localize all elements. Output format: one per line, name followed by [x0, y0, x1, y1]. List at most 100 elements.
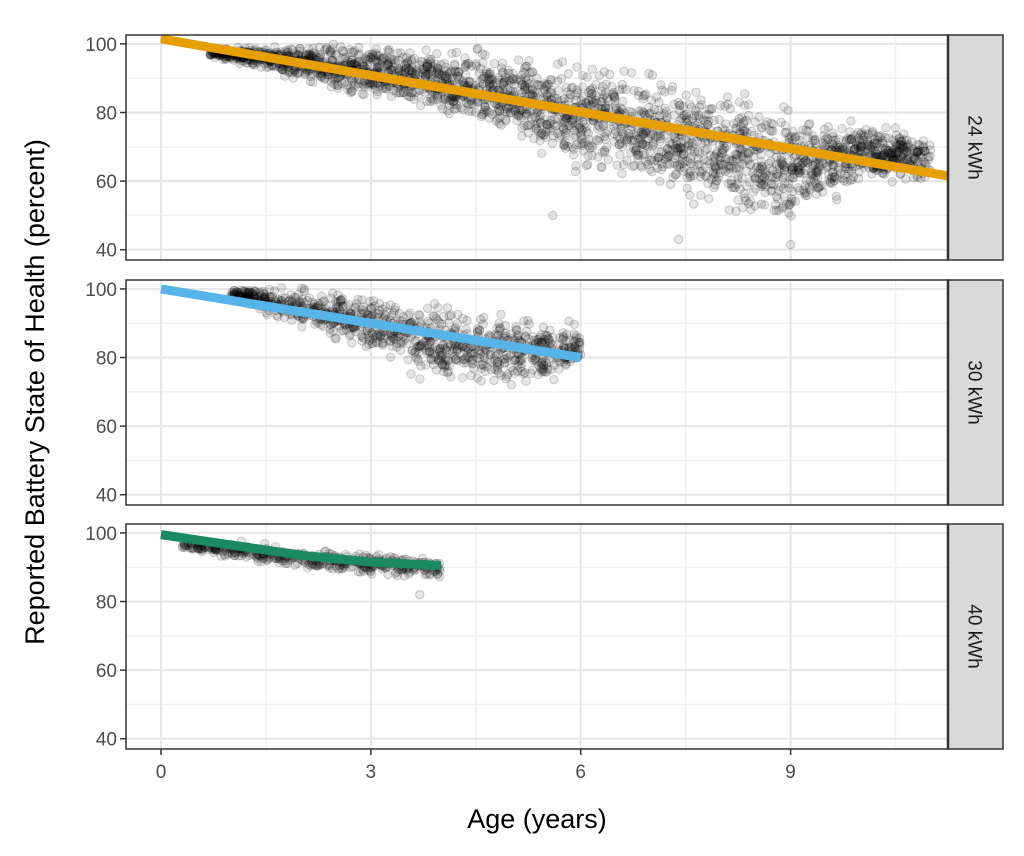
data-point: [326, 82, 336, 92]
data-point: [492, 113, 503, 124]
data-point: [327, 73, 337, 83]
data-point: [331, 334, 341, 344]
data-point: [521, 326, 532, 336]
data-point: [328, 39, 339, 49]
data-point: [285, 65, 295, 75]
data-point: [362, 60, 372, 70]
data-point: [745, 159, 756, 169]
data-point: [422, 345, 432, 356]
data-point: [553, 59, 563, 69]
data-point: [724, 205, 734, 215]
outlier-point: [415, 589, 425, 600]
data-point: [347, 55, 357, 65]
data-point: [346, 86, 357, 96]
data-point: [336, 326, 347, 336]
data-point: [337, 45, 347, 56]
data-point: [450, 354, 461, 364]
data-point: [756, 181, 766, 192]
x-tick-label: 0: [156, 762, 167, 783]
data-point: [241, 58, 252, 68]
data-point: [759, 172, 770, 182]
data-point: [329, 79, 340, 89]
data-point: [243, 58, 253, 68]
data-point: [421, 45, 431, 55]
data-point: [432, 49, 442, 59]
data-point: [564, 316, 574, 326]
data-point: [278, 64, 288, 75]
data-point: [358, 58, 368, 69]
data-point: [451, 345, 462, 356]
data-point: [480, 101, 490, 112]
data-point: [297, 283, 307, 294]
data-point: [541, 82, 551, 92]
data-point: [405, 65, 415, 75]
data-point: [572, 62, 582, 72]
data-point: [422, 60, 433, 70]
y-tick-label: 60: [96, 417, 117, 438]
data-point: [370, 333, 381, 343]
data-point: [384, 44, 394, 55]
data-point: [881, 122, 891, 133]
data-point: [300, 69, 310, 80]
data-point: [427, 65, 437, 76]
data-point: [319, 74, 330, 84]
data-point: [691, 111, 702, 121]
data-point: [434, 69, 444, 79]
data-point: [787, 196, 797, 206]
data-point: [264, 62, 274, 72]
data-point: [295, 43, 305, 54]
data-point: [442, 66, 452, 76]
data-point: [414, 60, 425, 70]
data-point: [235, 58, 245, 69]
data-point: [308, 48, 318, 58]
data-point: [828, 161, 838, 171]
data-point: [304, 49, 314, 59]
data-point: [358, 57, 368, 67]
data-point: [347, 86, 357, 97]
data-point: [498, 67, 509, 78]
data-point: [867, 128, 877, 138]
data-point: [359, 81, 370, 91]
outlier-point: [673, 234, 684, 245]
data-point: [704, 104, 714, 115]
data-point: [753, 162, 764, 172]
data-point: [685, 190, 695, 200]
data-point: [581, 98, 591, 108]
data-point: [364, 79, 375, 89]
data-point: [407, 54, 417, 65]
data-point: [335, 41, 346, 52]
data-point: [681, 90, 691, 100]
data-point: [702, 144, 712, 154]
data-point: [736, 147, 747, 158]
data-point: [346, 87, 356, 98]
data-point: [532, 334, 543, 345]
data-point: [366, 302, 376, 313]
data-point: [293, 68, 304, 78]
data-point: [346, 57, 356, 68]
data-point: [745, 177, 755, 187]
data-point: [601, 79, 611, 89]
data-point: [841, 163, 851, 174]
data-point: [472, 373, 482, 383]
data-point: [433, 64, 443, 74]
data-point: [396, 48, 406, 58]
data-point: [325, 46, 335, 57]
data-point: [330, 74, 340, 85]
data-point: [496, 309, 506, 320]
data-point: [459, 354, 470, 365]
data-point: [428, 360, 439, 370]
data-point: [286, 44, 296, 54]
data-point: [738, 202, 748, 213]
data-point: [400, 65, 410, 75]
data-point: [420, 66, 431, 76]
data-point: [398, 312, 409, 322]
data-point: [342, 56, 353, 66]
data-point: [469, 364, 479, 374]
data-point: [371, 44, 382, 54]
data-point: [688, 199, 699, 209]
data-point: [688, 171, 699, 181]
data-point: [495, 323, 505, 333]
data-point: [563, 68, 574, 79]
data-point: [509, 75, 519, 85]
data-point: [697, 166, 708, 176]
